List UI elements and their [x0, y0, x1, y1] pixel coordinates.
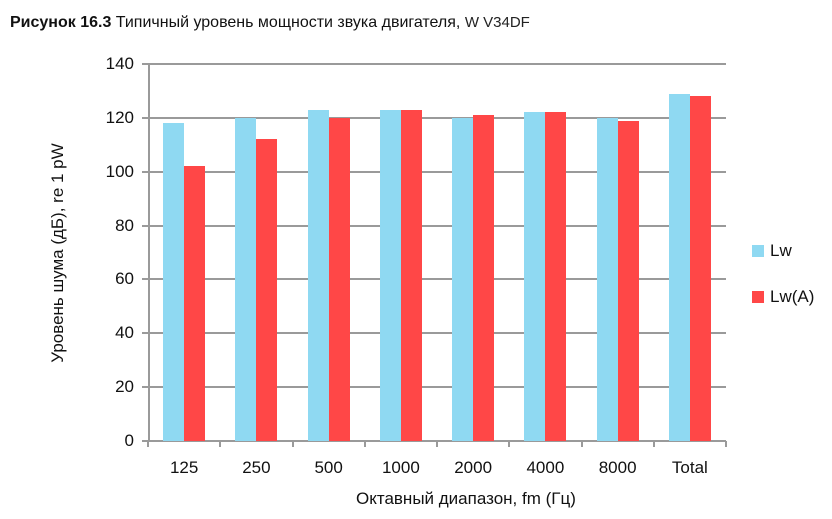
- y-tick: [142, 440, 148, 442]
- x-tick-label: 4000: [526, 458, 565, 477]
- bar-lw-8000: [596, 117, 618, 441]
- gridline: [148, 224, 726, 227]
- legend-item-lwa: Lw(A): [752, 286, 814, 308]
- y-tick-label: 0: [124, 431, 134, 450]
- x-tick: [725, 441, 727, 447]
- y-tick-label: 60: [115, 269, 134, 289]
- gridline: [148, 116, 726, 119]
- gridline: [148, 386, 726, 389]
- bar-lw-500: [307, 109, 329, 441]
- x-axis-title: Октавный диапазон, fm (Гц): [356, 489, 576, 508]
- x-tick-label: 250: [242, 458, 271, 477]
- y-tick: [142, 170, 148, 173]
- x-tick: [580, 441, 583, 447]
- x-tick: [436, 441, 438, 447]
- x-tick-label: 1000: [381, 458, 420, 477]
- x-tick-label: 125: [169, 458, 199, 477]
- bar-lw-250: [235, 117, 257, 441]
- plot-area: 0 20 40 60 80 100 120 140 125 250 500 1000 2000 4000 8…: [106, 54, 727, 477]
- x-tick: [508, 441, 511, 447]
- gridline: [148, 332, 726, 335]
- y-axis-title: Уровень шума (дБ), re 1 pW: [48, 143, 67, 363]
- chart-title: Рисунок 16.3 Типичный уровень мощности з…: [10, 14, 530, 32]
- bar-lwa-1000: [400, 109, 422, 441]
- y-axis: [148, 64, 150, 441]
- engine-model: W V34DF: [464, 14, 530, 31]
- bar-lwa-2000: [473, 115, 495, 441]
- legend-label-lw: Lw: [770, 241, 792, 260]
- bar-lwa-500: [328, 117, 350, 441]
- bar-lw-Total: [668, 93, 690, 441]
- x-tick: [363, 441, 366, 447]
- legend-swatch-lw: [752, 245, 764, 257]
- y-tick-label: 80: [115, 215, 134, 235]
- bar-lw-4000: [524, 112, 546, 441]
- y-tick-label: 120: [105, 107, 134, 127]
- bar-lwa-250: [256, 139, 278, 441]
- x-tick: [147, 441, 149, 447]
- gridline: [148, 278, 726, 281]
- legend-item-lw: Lw: [752, 240, 814, 262]
- y-tick: [142, 224, 148, 227]
- y-tick: [142, 63, 148, 65]
- bar-lwa-8000: [617, 120, 639, 441]
- figure-label: Рисунок 16.3: [10, 14, 112, 31]
- figure-title: Типичный уровень мощности звука двигател…: [115, 14, 461, 31]
- y-tick: [142, 332, 148, 335]
- bar-lw-2000: [452, 117, 474, 441]
- legend-label-lwa: Lw(A): [770, 287, 815, 306]
- bar-lwa-125: [184, 166, 206, 441]
- gridline: [148, 170, 726, 173]
- y-tick: [142, 116, 148, 119]
- legend-swatch-lwa: [752, 291, 764, 303]
- x-tick-label: 500: [314, 458, 343, 477]
- x-tick-label: 2000: [454, 458, 493, 477]
- bar-lw-1000: [379, 109, 401, 441]
- x-tick: [219, 441, 222, 447]
- y-tick-label: 20: [115, 377, 134, 397]
- bar-lw-125: [163, 123, 185, 441]
- bar-lwa-4000: [545, 112, 567, 441]
- x-tick: [652, 441, 655, 447]
- x-tick-label: Total: [671, 458, 708, 477]
- legend: Lw Lw(A): [752, 240, 814, 332]
- y-tick: [142, 386, 148, 389]
- gridline: [148, 63, 726, 65]
- y-tick-label: 40: [115, 323, 134, 343]
- bar-lwa-Total: [689, 96, 711, 441]
- x-tick-label: 8000: [598, 458, 637, 477]
- y-tick-label: 100: [105, 161, 134, 181]
- y-tick-label: 140: [105, 54, 134, 73]
- y-tick: [142, 278, 148, 281]
- x-tick: [291, 441, 294, 447]
